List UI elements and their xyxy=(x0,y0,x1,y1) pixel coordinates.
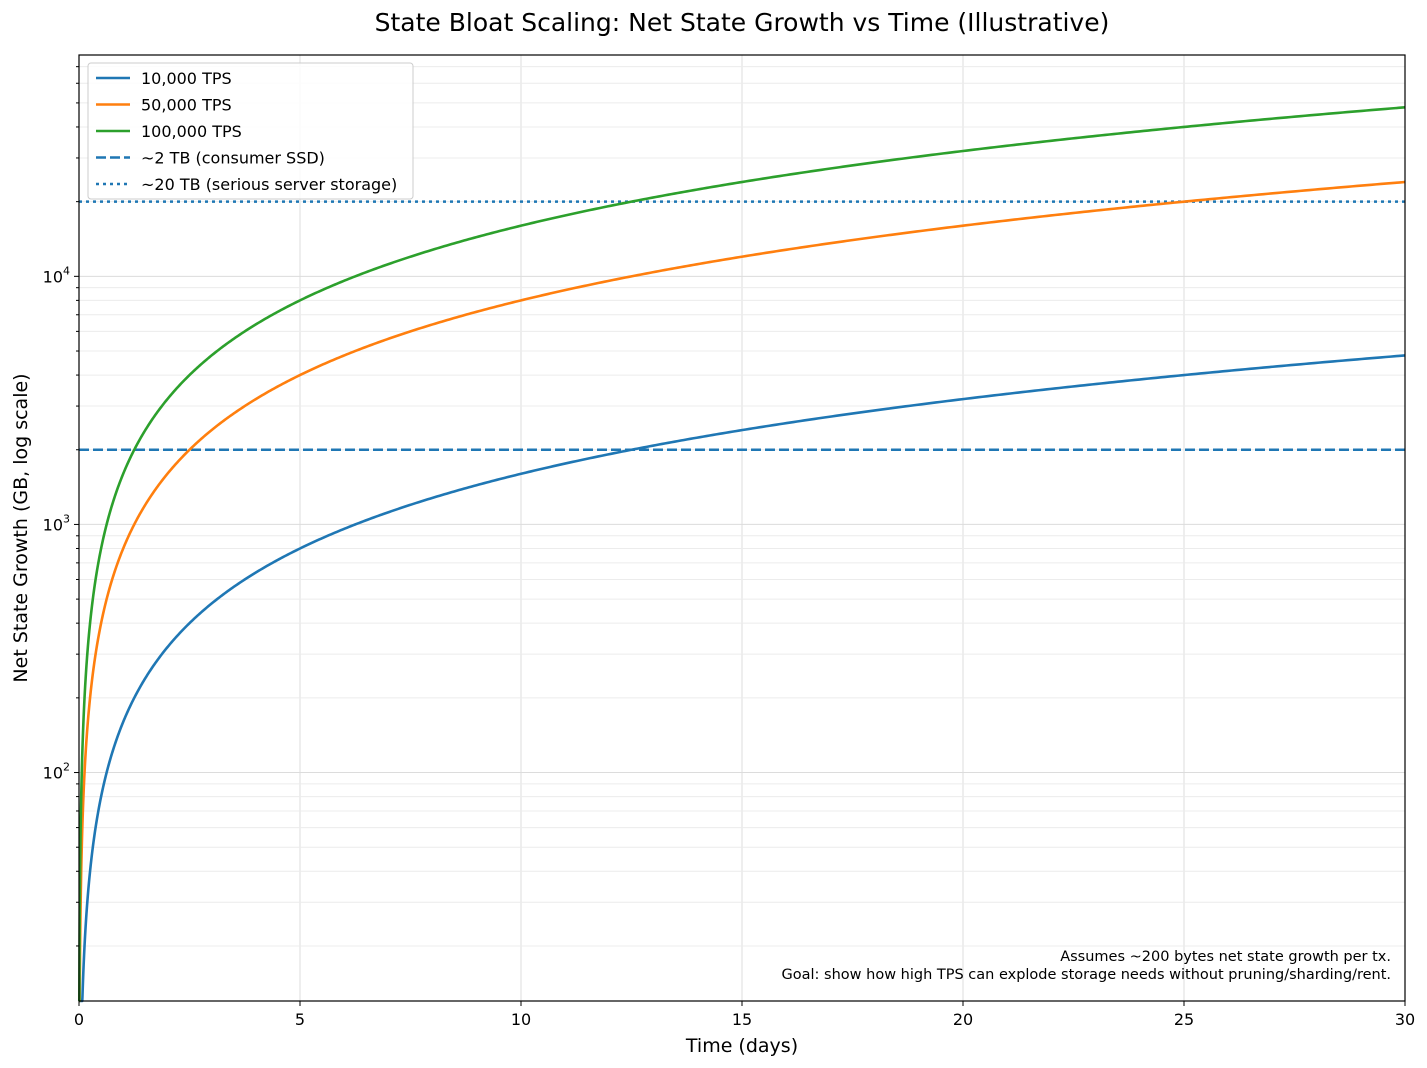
legend: 10,000 TPS 50,000 TPS 100,000 TPS ~2 TB (co… xyxy=(87,62,414,200)
x-tick-label: 20 xyxy=(953,1010,973,1029)
legend-label: ~2 TB (consumer SSD) xyxy=(141,149,325,168)
y-tick-label: 104 xyxy=(43,264,70,286)
x-tick-label: 30 xyxy=(1395,1010,1415,1029)
annotation-line-2: Goal: show how high TPS can explode stor… xyxy=(782,967,1391,983)
legend-items: 10,000 TPS 50,000 TPS 100,000 TPS ~2 TB (co… xyxy=(96,69,397,194)
y-tick-label: 103 xyxy=(43,512,70,534)
legend-label: 10,000 TPS xyxy=(141,69,232,88)
chart-title: State Bloat Scaling: Net State Growth vs… xyxy=(375,8,1110,37)
series-line xyxy=(77,354,1406,1003)
annotation-line-1: Assumes ~200 bytes net state growth per … xyxy=(1060,949,1391,965)
y-tick-label: 102 xyxy=(43,761,70,783)
plot-frame xyxy=(78,54,1406,1002)
legend-box xyxy=(87,62,414,200)
x-axis-label: Time (days) xyxy=(685,1035,798,1057)
legend-label: ~20 TB (serious server storage) xyxy=(141,175,397,194)
annotation-box: Assumes ~200 bytes net state growth per … xyxy=(782,949,1391,983)
x-tick-label: 0 xyxy=(74,1010,84,1029)
y-axis-label: Net State Growth (GB, log scale) xyxy=(10,373,32,682)
series-line xyxy=(77,106,1406,1003)
series-line xyxy=(77,180,1406,1003)
legend-label: 100,000 TPS xyxy=(141,122,242,141)
grid-layer xyxy=(78,55,1406,1001)
legend-label: 50,000 TPS xyxy=(141,96,232,115)
x-tick-label: 10 xyxy=(511,1010,531,1029)
ticks-layer: 0 5 10 15 20 25 30 102 103 104 xyxy=(43,66,1415,1029)
x-tick-label: 15 xyxy=(732,1010,752,1029)
x-tick-label: 5 xyxy=(295,1010,305,1029)
series-layer xyxy=(77,106,1406,1003)
x-tick-label: 25 xyxy=(1174,1010,1194,1029)
